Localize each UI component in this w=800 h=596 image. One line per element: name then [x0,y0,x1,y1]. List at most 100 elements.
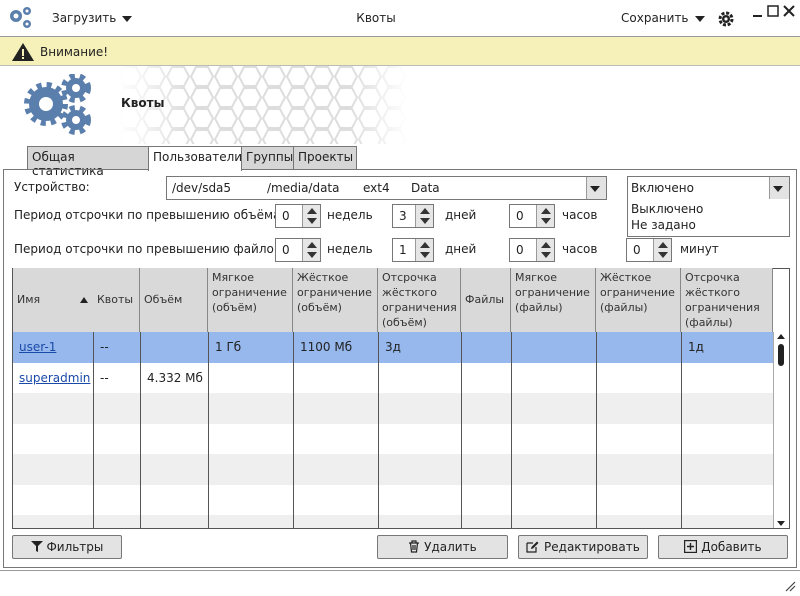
table-cell: -- [100,370,109,385]
edit-icon [526,541,539,553]
load-label: Загрузить [52,11,117,25]
spinner-value: 1 [399,243,407,257]
column-divider [208,332,209,528]
column-header[interactable]: Отсрочка жёсткого ограничения (объём) [378,268,461,332]
save-label: Сохранить [621,11,689,25]
settings-icon[interactable] [717,10,735,28]
warning-text: Внимание! [40,45,109,59]
device-label-name: Data [411,181,440,195]
column-header[interactable]: Жёсткое ограничение (файлы) [596,268,681,332]
status-bar [0,570,800,596]
column-header[interactable]: Мягкое ограничение (файлы) [511,268,596,332]
spinner-value: 0 [282,209,290,223]
unit: часов [562,242,598,256]
device-label: Устройство: [14,180,90,194]
column-header[interactable]: Мягкое ограничение (объём) [208,268,293,332]
column-divider [681,332,682,528]
column-header[interactable]: Имя [13,268,94,332]
volume-grace-label: Период отсрочки по превышению объёма: [14,208,285,222]
tab-active[interactable]: Пользователи [148,146,242,171]
window-title: Квоты [356,11,396,25]
state-selected: Включено [631,181,694,195]
unit: дней [445,208,477,222]
button-label: Добавить [701,540,762,554]
warning-icon [12,43,34,61]
spinner[interactable]: 0 [509,204,555,228]
resize-grip[interactable] [784,580,796,592]
tab[interactable]: Общая статистика [27,146,149,178]
header-title: Квоты [121,96,165,110]
load-menu[interactable]: Загрузить [52,11,133,25]
state-option[interactable]: Выключено [631,202,704,216]
spinner[interactable]: 0 [626,238,672,262]
table-cell[interactable]: superadmin [19,370,91,385]
spinner[interactable]: 0 [275,238,321,262]
add-icon [684,540,698,554]
dropdown-arrow [769,177,789,199]
table-row [13,423,773,454]
button-label: Удалить [424,540,477,554]
filters-button[interactable]: Фильтры [12,535,122,559]
column-divider [140,332,141,528]
table-cell: 4.332 Мб [147,370,203,385]
column-divider [378,332,379,528]
table-row [13,393,773,424]
toolbar-border [0,36,800,37]
hex-pattern [118,66,408,144]
column-header[interactable]: Отсрочка жёсткого ограничения (файлы) [681,268,773,332]
column-header[interactable]: Файлы [461,268,511,332]
window-controls[interactable] [750,3,798,19]
device-fs: ext4 [363,181,390,195]
add-button[interactable]: Добавить [658,535,788,559]
unit: часов [562,208,598,222]
table-cell: 1100 Мб [300,340,353,354]
button-label: Фильтры [46,540,104,554]
unit: минут [680,242,719,256]
sort-indicator [80,297,88,303]
save-menu[interactable]: Сохранить [621,11,705,25]
table-cell[interactable]: user-1 [19,340,57,354]
table-row [13,454,773,485]
spinner[interactable]: 0 [275,204,321,228]
column-divider [293,332,294,528]
edit-button[interactable]: Редактировать [518,535,648,559]
header-icon [24,74,91,135]
table-cell: -- [100,340,109,354]
app-icon [10,7,31,28]
table-row[interactable] [13,362,773,393]
unit: недель [327,208,373,222]
state-select[interactable]: Включено [627,176,790,200]
delete-button[interactable]: Удалить [377,535,508,559]
column-header[interactable]: Объём [140,268,208,332]
filter-icon [30,541,43,552]
state-options: Выключено Не задано [627,199,790,237]
table-cell: 1д [688,340,704,354]
column-header[interactable]: Жёсткое ограничение (объём) [293,268,378,332]
column-divider [596,332,597,528]
button-label: Редактировать [544,540,640,554]
trash-icon [409,540,420,553]
spinner-value: 0 [633,243,641,257]
spinner[interactable]: 3 [392,204,434,228]
column-divider [93,332,94,528]
warning-bar [0,37,800,66]
spinner[interactable]: 1 [392,238,434,262]
state-option[interactable]: Не задано [631,218,696,232]
table-row [13,515,773,528]
device-mount: /media/data [267,181,340,195]
spinner[interactable]: 0 [509,238,555,262]
tab[interactable]: Проекты [293,146,357,170]
device-path: /dev/sda5 [172,181,232,195]
scrollbar[interactable] [773,332,789,528]
unit: дней [445,242,477,256]
tab[interactable]: Группы [241,146,294,170]
device-select[interactable]: /dev/sda5 /media/data ext4 Data [166,176,607,200]
column-header[interactable]: Квоты [93,268,140,332]
unit: недель [327,242,373,256]
column-divider [461,332,462,528]
spinner-value: 3 [399,209,407,223]
table-row[interactable] [13,332,773,363]
spinner-value: 0 [516,243,524,257]
